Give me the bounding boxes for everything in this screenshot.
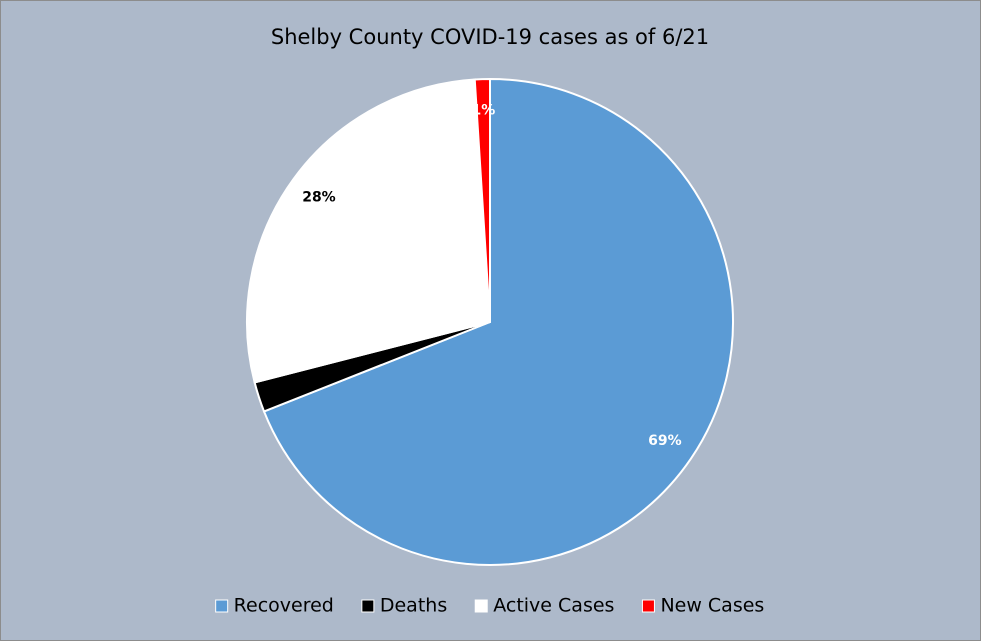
pie-slice bbox=[473, 77, 491, 323]
chart-title: Shelby County COVID-19 cases as of 6/21 bbox=[271, 25, 709, 49]
value-label: 2% bbox=[277, 379, 301, 395]
value-label: 28% bbox=[302, 190, 336, 206]
legend-swatch bbox=[474, 599, 488, 613]
value-label: 1% bbox=[471, 103, 495, 119]
legend-swatch bbox=[215, 599, 229, 613]
legend: Recovered Deaths Active Cases New Cases bbox=[215, 595, 764, 617]
pie-slice bbox=[246, 78, 492, 384]
pie-slice bbox=[262, 77, 734, 566]
legend-label: Active Cases bbox=[493, 595, 614, 617]
legend-label: New Cases bbox=[660, 595, 764, 617]
legend-label: Recovered bbox=[234, 595, 334, 617]
value-label: 69% bbox=[648, 433, 682, 449]
legend-label: Deaths bbox=[380, 595, 447, 617]
legend-swatch bbox=[361, 599, 375, 613]
legend-swatch bbox=[641, 599, 655, 613]
